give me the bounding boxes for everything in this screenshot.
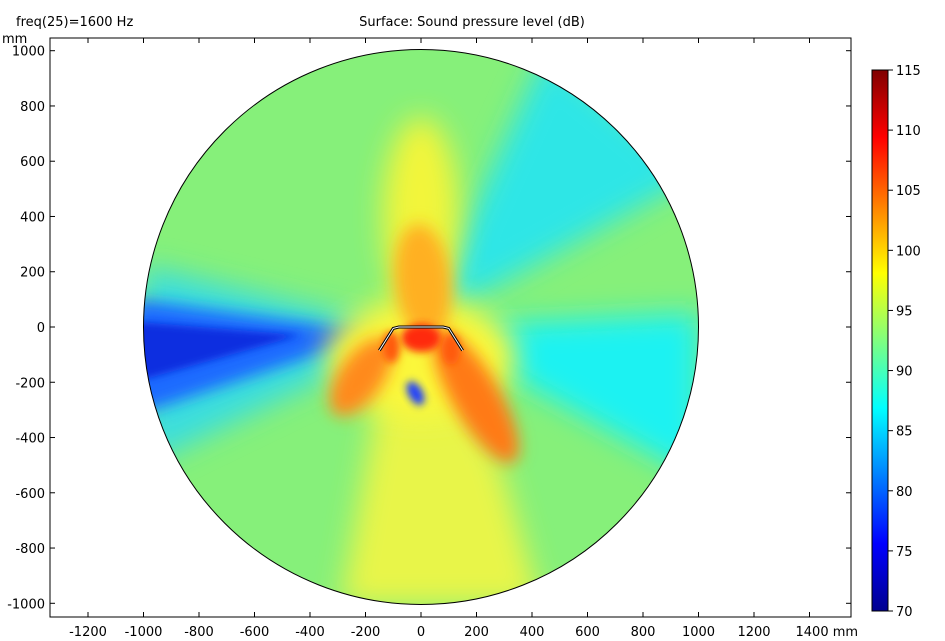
plot-title: Surface: Sound pressure level (dB) <box>359 15 585 30</box>
colorbar-tick-label: 85 <box>896 425 913 440</box>
colorbar-tick-label: 70 <box>896 605 913 620</box>
x-tick-label: -1000 <box>125 625 163 640</box>
x-tick-label: -1200 <box>69 625 107 640</box>
y-tick-label: -200 <box>15 376 45 391</box>
x-tick-label: 0 <box>417 625 425 640</box>
x-tick-label: 600 <box>575 625 600 640</box>
y-tick-label: 600 <box>20 155 45 170</box>
colorbar-tick-label: 90 <box>896 365 913 380</box>
y-tick-label: 400 <box>20 210 45 225</box>
y-axis: -1000 -800 -600 -400 -200 0 200 400 600 800 1000 <box>7 45 851 612</box>
y-tick-label: 800 <box>20 100 45 115</box>
colorbar-tick-label: 105 <box>896 184 921 199</box>
field-orange-left <box>329 338 393 416</box>
colorbar-tick-label: 80 <box>896 485 913 500</box>
y-tick-label: -1000 <box>7 597 45 612</box>
y-tick-label: 200 <box>20 266 45 281</box>
colorbar <box>871 69 889 612</box>
x-tick-label: 1000 <box>682 625 715 640</box>
x-tick-label: -400 <box>295 625 325 640</box>
colorbar-tick-label: 115 <box>896 64 921 79</box>
y-tick-label: 0 <box>37 321 45 336</box>
field-hotspot-right <box>442 333 460 365</box>
field-minimum <box>406 381 425 406</box>
colorbar-tick-label: 95 <box>896 304 913 319</box>
y-tick-label: -400 <box>15 432 45 447</box>
field-orange-right <box>433 330 519 464</box>
x-tick-label: 400 <box>520 625 545 640</box>
y-tick-label: 1000 <box>12 45 45 60</box>
y-tick-label: -800 <box>15 542 45 557</box>
field-hotspot-left <box>382 331 400 363</box>
y-tick-label: -600 <box>15 487 45 502</box>
x-tick-label: 1400 mm <box>796 625 859 640</box>
pressure-field <box>143 49 699 605</box>
x-tick-label: -600 <box>240 625 270 640</box>
colorbar-tick-label: 100 <box>896 244 921 259</box>
x-axis: -1200 -1000 -800 -600 -400 -200 0 200 400 600 800 1… <box>69 38 858 640</box>
x-tick-label: -800 <box>184 625 214 640</box>
colorbar-tick-label: 110 <box>896 124 921 139</box>
y-unit-label: mm <box>2 32 27 47</box>
domain-boundary <box>143 49 699 605</box>
field-lobe-left-deep <box>143 321 301 383</box>
speaker-inner-line <box>378 326 464 351</box>
colorbar-tick-label: 75 <box>896 545 913 560</box>
x-tick-label: 1200 <box>737 625 770 640</box>
colorbar-ticks: 70 75 80 85 90 95 100 105 110 115 <box>888 64 921 620</box>
x-tick-label: -200 <box>351 625 381 640</box>
field-orange-up <box>394 224 452 340</box>
x-tick-label: 200 <box>464 625 489 640</box>
field-hotspot <box>401 324 441 353</box>
parameter-label: freq(25)=1600 Hz <box>16 15 133 30</box>
x-tick-label: 800 <box>631 625 656 640</box>
